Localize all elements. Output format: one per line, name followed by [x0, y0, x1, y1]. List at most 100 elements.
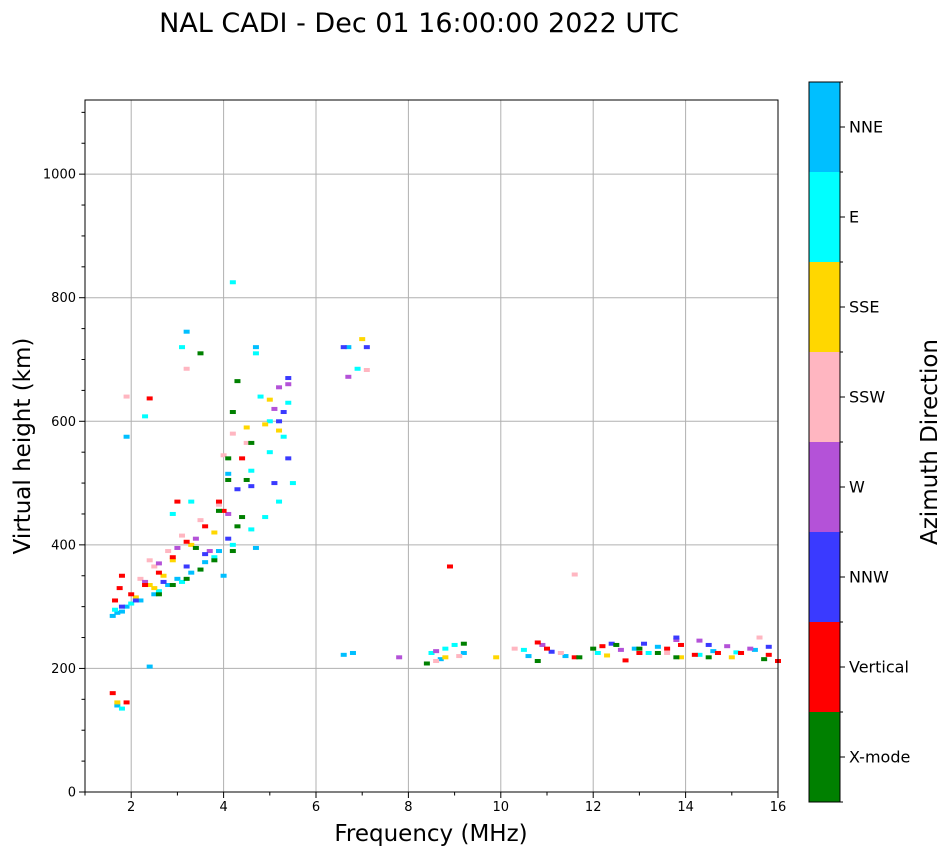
data-point: [137, 576, 144, 581]
data-point: [345, 345, 352, 350]
data-point: [622, 658, 629, 663]
data-point: [225, 511, 232, 516]
colorbar-segment: [809, 262, 840, 352]
data-point: [534, 659, 541, 664]
data-point: [442, 646, 449, 651]
plot-background: [85, 100, 778, 792]
data-point: [594, 650, 601, 655]
data-point: [132, 595, 139, 600]
data-point: [225, 456, 232, 461]
data-point: [234, 487, 241, 492]
data-point: [160, 579, 167, 584]
data-point: [266, 397, 273, 402]
data-point: [525, 654, 532, 659]
x-tick-label: 10: [493, 800, 510, 815]
data-point: [169, 511, 176, 516]
data-point: [179, 579, 186, 584]
data-point: [116, 586, 123, 591]
data-point: [285, 382, 292, 387]
data-point: [169, 555, 176, 560]
colorbar-tick-label: NNW: [849, 568, 889, 587]
data-point: [345, 374, 352, 379]
colorbar-frame: [808, 81, 841, 803]
data-point: [285, 456, 292, 461]
data-point: [645, 650, 652, 655]
data-point: [654, 650, 661, 655]
data-point: [641, 641, 648, 646]
data-point: [266, 419, 273, 424]
y-axis-label: Virtual height (km): [10, 338, 36, 555]
data-point: [433, 649, 440, 654]
data-point: [724, 644, 731, 649]
data-point: [211, 555, 218, 560]
data-point: [280, 434, 287, 439]
data-points: [109, 280, 781, 711]
data-point: [460, 641, 467, 646]
colorbar-segment: [809, 622, 840, 712]
data-point: [188, 499, 195, 504]
data-point: [714, 650, 721, 655]
y-tick-label: 200: [51, 662, 76, 677]
data-point: [539, 642, 546, 647]
data-point: [765, 652, 772, 657]
data-point: [202, 524, 209, 529]
data-point: [252, 345, 259, 350]
data-point: [423, 661, 430, 666]
data-point: [112, 598, 119, 603]
data-point: [252, 545, 259, 550]
data-point: [677, 655, 684, 660]
data-point: [118, 604, 125, 609]
data-point: [151, 586, 158, 591]
data-point: [229, 280, 236, 285]
data-point: [146, 664, 153, 669]
colorbar-tick-label: E: [849, 208, 859, 227]
data-point: [183, 576, 190, 581]
data-point: [155, 592, 162, 597]
data-point: [229, 549, 236, 554]
x-tick-label: 8: [404, 800, 412, 815]
data-point: [446, 564, 453, 569]
x-tick-label: 4: [219, 800, 227, 815]
data-point: [340, 345, 347, 350]
data-point: [112, 607, 119, 612]
data-point: [146, 558, 153, 563]
data-point: [276, 385, 283, 390]
data-point: [202, 560, 209, 565]
data-point: [664, 646, 671, 651]
data-point: [155, 589, 162, 594]
data-point: [239, 515, 246, 520]
data-point: [728, 655, 735, 660]
data-point: [276, 419, 283, 424]
data-point: [673, 655, 680, 660]
data-point: [215, 549, 222, 554]
x-axis-ticks: 2 4 6 8 10 12 14 16: [84, 792, 786, 815]
data-point: [511, 646, 518, 651]
x-tick-label: 6: [312, 800, 320, 815]
data-point: [396, 655, 403, 660]
data-point: [433, 659, 440, 664]
data-point: [747, 646, 754, 651]
data-point: [197, 518, 204, 523]
colorbar-tick-label: Vertical: [849, 658, 909, 677]
data-point: [174, 499, 181, 504]
data-point: [188, 542, 195, 547]
colorbar-tick-label: X-mode: [849, 748, 910, 767]
data-point: [705, 655, 712, 660]
data-point: [248, 440, 255, 445]
data-point: [215, 502, 222, 507]
data-point: [137, 598, 144, 603]
x-tick-label: 12: [585, 800, 602, 815]
data-point: [544, 646, 550, 651]
data-point: [710, 649, 717, 654]
data-point: [590, 646, 597, 651]
data-point: [340, 652, 347, 657]
data-point: [557, 650, 564, 655]
data-point: [363, 368, 370, 373]
data-point: [211, 558, 218, 563]
colorbar-tick-label: W: [849, 478, 865, 497]
data-point: [118, 706, 125, 711]
data-point: [608, 641, 615, 646]
data-point: [179, 345, 186, 350]
data-point: [211, 530, 218, 535]
data-point: [118, 573, 125, 578]
